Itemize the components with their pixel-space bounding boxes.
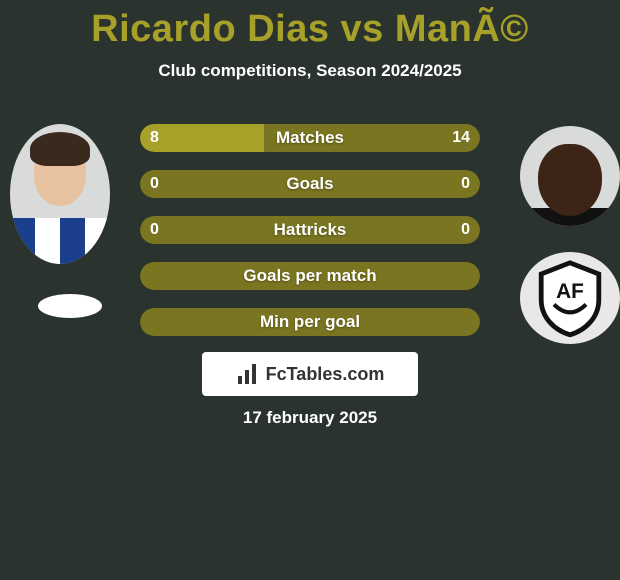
stat-value-p2: 0	[461, 170, 470, 198]
stat-value-p1: 0	[150, 170, 159, 198]
player1-hair	[30, 132, 90, 166]
stat-label: Matches	[140, 124, 480, 152]
player2-club-badge: AF	[520, 252, 620, 344]
page-title: Ricardo Dias vs ManÃ©	[0, 0, 620, 51]
stat-value-p1: 8	[150, 124, 159, 152]
stat-row: Min per goal	[140, 308, 480, 336]
stat-row: Goals per match	[140, 262, 480, 290]
stat-row: Hattricks0 0	[140, 216, 480, 244]
page-subtitle: Club competitions, Season 2024/2025	[0, 61, 620, 81]
stat-row: Goals0 0	[140, 170, 480, 198]
bar-chart-icon	[236, 362, 260, 386]
player2-avatar	[520, 126, 620, 226]
stat-value-p1: 0	[150, 216, 159, 244]
club-shield-icon: AF	[530, 258, 610, 338]
player2-face	[538, 144, 602, 216]
date-label: 17 february 2025	[0, 408, 620, 428]
stat-value-p2: 0	[461, 216, 470, 244]
stat-label: Min per goal	[140, 308, 480, 336]
player1-avatar	[10, 124, 110, 264]
comparison-bars: Matches814Goals00Hattricks00Goals per ma…	[140, 124, 480, 354]
svg-text:AF: AF	[556, 280, 584, 303]
player1-shirt	[10, 218, 110, 264]
stat-row: Matches8 14	[140, 124, 480, 152]
player1-club-badge	[38, 294, 102, 318]
stat-value-p2: 14	[452, 124, 470, 152]
stat-label: Goals per match	[140, 262, 480, 290]
branding-text: FcTables.com	[266, 364, 385, 385]
branding-box: FcTables.com	[202, 352, 418, 396]
stat-label: Hattricks	[140, 216, 480, 244]
stat-label: Goals	[140, 170, 480, 198]
